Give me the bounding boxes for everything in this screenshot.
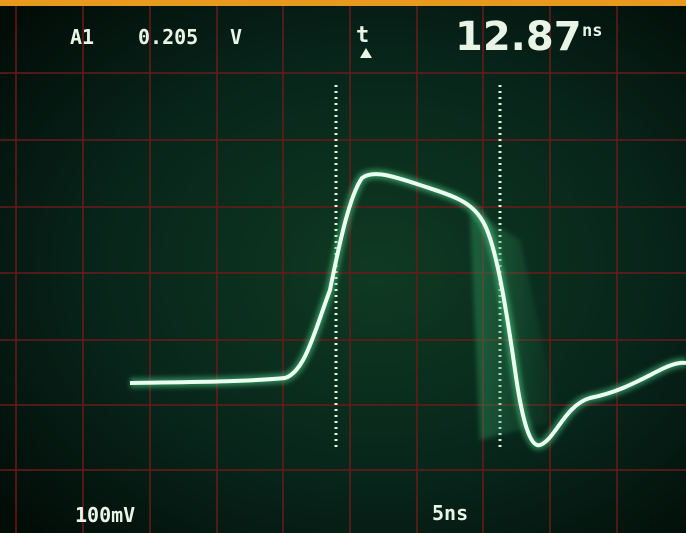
delta-triangle (360, 48, 372, 58)
channel-label: A1 (70, 25, 94, 49)
screen-background (0, 6, 686, 533)
graticule (0, 6, 686, 533)
trace-afterglow (470, 210, 560, 440)
delta-symbol: t (356, 23, 369, 48)
time-per-div: 5ns (432, 501, 468, 525)
level-value: 0.205 (138, 25, 198, 49)
top-border (0, 0, 686, 6)
delta-value: 12.87 (455, 14, 582, 60)
level-unit: V (230, 25, 242, 49)
trace (129, 172, 686, 448)
delta-unit: ns (582, 21, 602, 41)
volts-per-div: 100mV (75, 503, 135, 527)
